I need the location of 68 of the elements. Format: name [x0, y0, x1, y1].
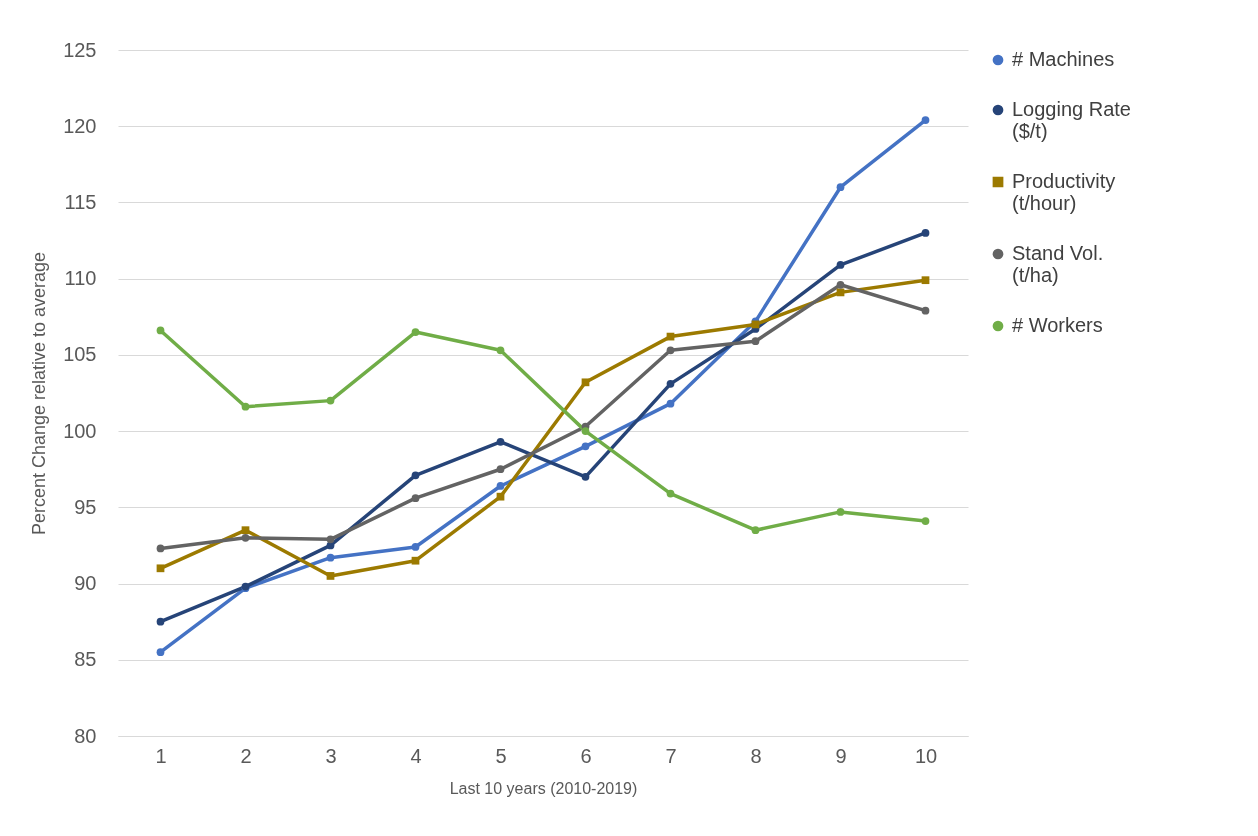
y-tick-label: 90 — [74, 572, 97, 595]
point — [921, 276, 930, 285]
y-tick-label: 85 — [74, 648, 97, 671]
point — [241, 402, 250, 411]
point — [666, 346, 675, 355]
point — [496, 465, 505, 474]
point — [326, 396, 335, 405]
x-tick-label: 2 — [240, 744, 252, 767]
point — [751, 337, 760, 346]
point — [836, 508, 845, 516]
legend-label: Stand Vol. (t/ha) — [1012, 242, 1104, 286]
point — [581, 378, 590, 387]
point — [921, 229, 930, 237]
x-axis-title: Last 10 years (2010-2019) — [449, 779, 638, 797]
point — [921, 517, 930, 525]
point — [241, 526, 250, 535]
point — [666, 489, 675, 498]
point — [156, 544, 165, 553]
x-tick-label: 5 — [495, 744, 507, 767]
x-tick-label: 7 — [665, 744, 677, 767]
x-tick-label: 9 — [835, 744, 847, 767]
point — [581, 427, 590, 435]
point — [326, 553, 335, 562]
point — [411, 543, 420, 551]
x-tick-label: 4 — [410, 744, 422, 767]
y-tick-label: 115 — [64, 190, 97, 213]
point — [326, 535, 335, 544]
y-tick-label: 120 — [63, 114, 97, 137]
y-tick-label: 100 — [63, 419, 97, 442]
point — [411, 328, 420, 336]
point — [836, 280, 845, 289]
point — [836, 183, 845, 192]
point — [496, 437, 505, 446]
point — [411, 494, 420, 503]
x-tick-label: 1 — [155, 744, 167, 767]
point — [581, 472, 590, 481]
point — [921, 116, 930, 124]
point — [496, 346, 505, 355]
y-tick-label: 80 — [74, 724, 97, 747]
point — [751, 526, 760, 535]
point — [411, 471, 420, 480]
point — [666, 399, 675, 408]
y-tick-label: 110 — [64, 267, 97, 290]
point — [156, 617, 165, 626]
point — [241, 533, 250, 542]
point — [411, 556, 420, 565]
y-tick-label: 105 — [63, 343, 97, 366]
point — [156, 648, 165, 657]
legend-label: # Machines — [1012, 48, 1115, 70]
point — [836, 261, 845, 269]
x-tick-label: 10 — [914, 744, 938, 767]
point — [156, 326, 165, 335]
legend-label: Productivity (t/hour) — [1012, 170, 1116, 214]
point — [496, 492, 505, 501]
y-tick-label: 95 — [74, 495, 97, 518]
y-tick-label: 125 — [63, 38, 97, 61]
point — [156, 564, 165, 573]
y-axis-title: Percent Change relative to average — [29, 251, 50, 536]
x-tick-label: 8 — [750, 744, 762, 767]
legend-label: Logging Rate ($/t) — [1012, 98, 1131, 142]
point — [496, 482, 505, 490]
point — [921, 306, 930, 315]
point — [581, 442, 590, 451]
legend-label: # Workers — [1012, 314, 1103, 336]
point — [326, 572, 335, 580]
point — [666, 379, 675, 388]
x-tick-label: 6 — [580, 744, 592, 767]
x-tick-label: 3 — [325, 744, 337, 767]
